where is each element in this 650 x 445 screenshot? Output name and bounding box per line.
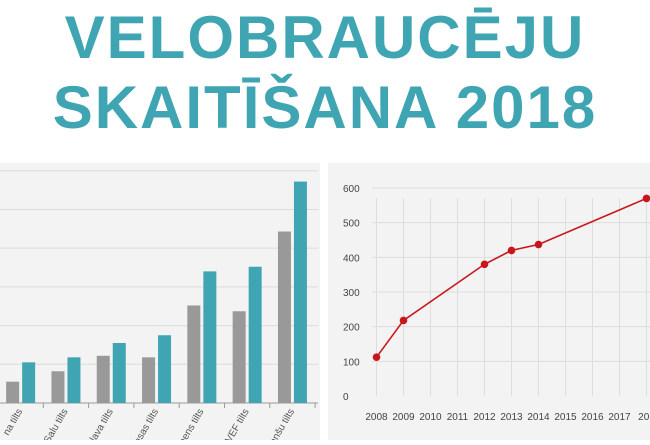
line-x-tick-label: 2008 — [365, 412, 388, 423]
line-x-tick-label: 201 — [638, 412, 650, 423]
line-y-tick-label: 200 — [343, 323, 360, 334]
line-data-point — [480, 260, 489, 269]
bar-category-label: VEF tilts — [224, 407, 252, 440]
bar-series-2-7 — [293, 181, 307, 403]
bar-chart-panel: na tilts Salu tilts ngļava tilts Brasas til… — [0, 163, 320, 445]
line-x-tick-label: 2016 — [581, 412, 604, 423]
line-y-tick-label: 400 — [343, 253, 360, 264]
bar-series-1-1 — [6, 381, 20, 403]
line-x-tick-label: 2017 — [608, 412, 631, 423]
line-chart: 0 100 200 300 400 500 600 2008 2009 2010 2011 2012 2… — [343, 184, 650, 423]
bar-chart: na tilts Salu tilts ngļava tilts Brasas til… — [0, 170, 318, 445]
bar-series-1-7 — [277, 231, 291, 403]
bar-category-label: na tilts — [1, 407, 25, 438]
line-x-tick-label: 2011 — [447, 412, 469, 423]
bar-category-label: Brasas tilts — [127, 407, 161, 440]
bar-category-label: kmens tilts — [173, 407, 206, 440]
bar-series-2-2 — [67, 357, 81, 403]
bar-series-2-4 — [158, 335, 172, 403]
bar-series-2-3 — [112, 343, 126, 403]
line-series-path — [375, 197, 647, 358]
bar-series-2-6 — [248, 266, 262, 403]
bar-series-1-2 — [51, 371, 65, 403]
bar-category-label: Vanšu tilts — [265, 407, 297, 440]
line-y-tick-label: 0 — [343, 392, 349, 403]
line-x-tick-label: 2010 — [419, 412, 442, 423]
title-line-2: SKAITĪŠANA 2018 — [52, 74, 598, 141]
bar-category-label: ngļava tilts — [83, 407, 116, 440]
bar-series-1-3 — [96, 355, 110, 403]
line-x-tick-label: 2015 — [554, 412, 577, 423]
line-x-tick-label: 2012 — [473, 412, 496, 423]
bar-series-2-1 — [22, 362, 36, 403]
line-data-point — [372, 353, 381, 361]
line-data-point — [507, 246, 516, 255]
line-x-tick-label: 2009 — [392, 412, 415, 423]
line-x-tick-label: 2013 — [500, 412, 523, 423]
line-y-tick-label: 500 — [343, 219, 360, 230]
line-data-point — [534, 240, 543, 249]
line-y-tick-label: 300 — [343, 288, 360, 299]
bar-series-1-5 — [187, 305, 201, 403]
bar-series-1-4 — [142, 357, 156, 403]
line-data-point — [399, 316, 408, 325]
bar-series-2-5 — [203, 271, 217, 403]
line-chart-panel: 0 100 200 300 400 500 600 2008 2009 2010 2011 2012 2… — [328, 163, 650, 440]
line-y-tick-label: 600 — [343, 184, 360, 195]
title-line-1: VELOBRAUCĒJU — [64, 4, 586, 71]
line-x-tick-label: 2014 — [527, 412, 550, 423]
bar-series-1-6 — [232, 311, 246, 403]
line-y-tick-label: 100 — [343, 357, 360, 368]
line-data-point — [642, 194, 650, 203]
bar-category-label: Salu tilts — [42, 407, 70, 440]
